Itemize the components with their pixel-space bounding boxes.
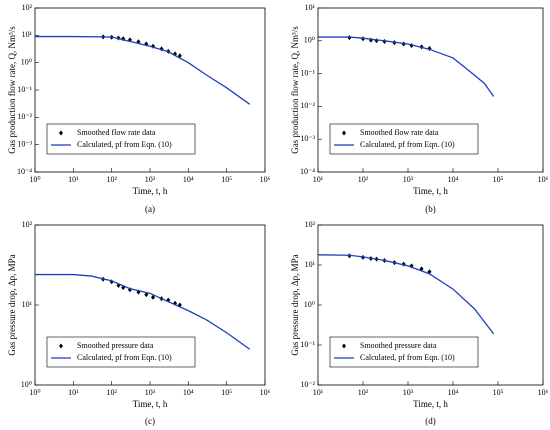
- series-line: [35, 35, 251, 105]
- x-tick-label: 10³: [145, 388, 156, 397]
- x-tick-label: 10²: [106, 175, 117, 184]
- legend-box: [329, 123, 479, 155]
- x-tick-label: 10⁶: [538, 388, 549, 397]
- caption: (a): [145, 204, 155, 214]
- x-tick-label: 10⁰: [29, 388, 40, 397]
- legend-box: [46, 336, 196, 368]
- y-tick-label: 10⁰: [21, 380, 32, 389]
- legend-label: Calculated, pf from Eqn. (10): [77, 140, 172, 149]
- x-tick-label: 10²: [358, 175, 369, 184]
- y-tick-label: 10⁻²: [300, 380, 315, 389]
- legend-label: Calculated, pf from Eqn. (10): [360, 353, 455, 362]
- x-axis-label: Time, t, h: [133, 186, 168, 196]
- x-tick-label: 10⁶: [260, 175, 271, 184]
- legend-marker: [342, 130, 346, 136]
- x-tick-label: 10³: [403, 388, 414, 397]
- y-tick-label: 10⁻³: [17, 139, 32, 148]
- x-tick-label: 10⁵: [493, 388, 504, 397]
- legend-box: [46, 123, 196, 155]
- x-tick-label: 10⁴: [183, 175, 194, 184]
- caption: (b): [425, 204, 436, 214]
- x-tick-label: 10³: [403, 175, 414, 184]
- x-tick-label: 10³: [145, 175, 156, 184]
- y-tick-label: 10²: [22, 3, 33, 12]
- x-tick-label: 10⁵: [493, 175, 504, 184]
- series-line: [317, 254, 495, 335]
- y-tick-label: 10²: [305, 220, 316, 229]
- x-tick-label: 10⁶: [538, 175, 549, 184]
- legend-label: Smoothed pressure data: [360, 341, 437, 350]
- y-axis-label: Gas production flow rate, Q, Nm³/s: [290, 26, 300, 154]
- legend-label: Smoothed flow rate data: [360, 128, 439, 137]
- x-tick-label: 10⁰: [29, 175, 40, 184]
- y-axis-label: Gas pressure drop, Δp, MPa: [7, 254, 17, 355]
- x-tick-label: 10⁵: [221, 388, 232, 397]
- y-tick-label: 10⁰: [21, 57, 32, 66]
- x-tick-label: 10¹: [68, 175, 79, 184]
- legend-label: Calculated, pf from Eqn. (10): [77, 353, 172, 362]
- x-axis-label: Time, t, h: [413, 399, 448, 409]
- y-axis-label: Gas production flow rate, Q, Nm³/s: [7, 26, 17, 154]
- x-tick-label: 10¹: [313, 175, 324, 184]
- x-axis-label: Time, t, h: [413, 186, 448, 196]
- legend-box: [329, 336, 479, 368]
- x-tick-label: 10¹: [313, 388, 324, 397]
- x-tick-label: 10⁴: [448, 175, 459, 184]
- caption: (c): [145, 416, 155, 426]
- y-tick-label: 10²: [22, 220, 33, 229]
- x-tick-label: 10⁶: [260, 388, 271, 397]
- y-tick-label: 10¹: [22, 300, 33, 309]
- y-axis-label: Gas pressure drop, Δp, MPa: [290, 254, 300, 355]
- y-tick-label: 10⁻²: [17, 112, 32, 121]
- legend-label: Calculated, pf from Eqn. (10): [360, 140, 455, 149]
- x-axis-label: Time, t, h: [133, 399, 168, 409]
- y-tick-label: 10¹: [305, 260, 316, 269]
- series-line: [318, 36, 495, 97]
- x-tick-label: 10²: [358, 388, 369, 397]
- y-tick-label: 10¹: [22, 30, 33, 39]
- legend-marker: [59, 343, 63, 349]
- data-point: [151, 294, 156, 300]
- legend-marker: [342, 343, 346, 349]
- x-tick-label: 10²: [106, 388, 117, 397]
- y-tick-label: 10¹: [305, 3, 316, 12]
- y-tick-label: 10⁻⁴: [300, 167, 315, 176]
- series-line: [35, 273, 251, 350]
- legend-label: Smoothed flow rate data: [77, 128, 156, 137]
- legend-marker: [59, 130, 63, 136]
- y-tick-label: 10⁻²: [300, 101, 315, 110]
- y-tick-label: 10⁻³: [300, 134, 315, 143]
- x-tick-label: 10⁴: [448, 388, 459, 397]
- x-tick-label: 10⁵: [221, 175, 232, 184]
- x-tick-label: 10¹: [68, 388, 79, 397]
- y-tick-label: 10⁻¹: [300, 340, 315, 349]
- legend-label: Smoothed pressure data: [77, 341, 154, 350]
- y-tick-label: 10⁻¹: [17, 85, 32, 94]
- plot-frame: [317, 7, 544, 173]
- caption: (d): [425, 416, 436, 426]
- y-tick-label: 10⁰: [304, 36, 315, 45]
- y-tick-label: 10⁰: [304, 300, 315, 309]
- x-tick-label: 10⁴: [183, 388, 194, 397]
- y-tick-label: 10⁻¹: [300, 68, 315, 77]
- y-tick-label: 10⁻⁴: [17, 167, 32, 176]
